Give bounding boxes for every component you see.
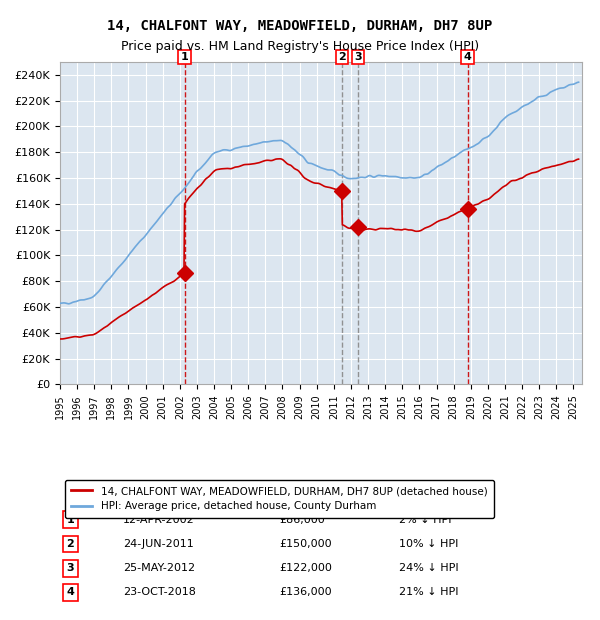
Text: £122,000: £122,000	[279, 563, 332, 573]
Text: 24-JUN-2011: 24-JUN-2011	[122, 539, 193, 549]
Text: 4: 4	[67, 587, 74, 597]
Text: 2: 2	[67, 539, 74, 549]
Text: 3: 3	[354, 52, 362, 62]
Text: 10% ↓ HPI: 10% ↓ HPI	[400, 539, 458, 549]
Text: 23-OCT-2018: 23-OCT-2018	[122, 587, 196, 597]
Text: 21% ↓ HPI: 21% ↓ HPI	[400, 587, 459, 597]
Legend: 14, CHALFONT WAY, MEADOWFIELD, DURHAM, DH7 8UP (detached house), HPI: Average pr: 14, CHALFONT WAY, MEADOWFIELD, DURHAM, D…	[65, 480, 494, 518]
Text: £136,000: £136,000	[279, 587, 332, 597]
Text: 3: 3	[67, 563, 74, 573]
Text: Price paid vs. HM Land Registry's House Price Index (HPI): Price paid vs. HM Land Registry's House …	[121, 40, 479, 53]
Text: 1: 1	[181, 52, 188, 62]
Text: £150,000: £150,000	[279, 539, 332, 549]
Text: 12-APR-2002: 12-APR-2002	[122, 515, 194, 525]
Text: 25-MAY-2012: 25-MAY-2012	[122, 563, 195, 573]
Text: 1: 1	[67, 515, 74, 525]
Text: 14, CHALFONT WAY, MEADOWFIELD, DURHAM, DH7 8UP: 14, CHALFONT WAY, MEADOWFIELD, DURHAM, D…	[107, 19, 493, 33]
Text: 2% ↓ HPI: 2% ↓ HPI	[400, 515, 452, 525]
Text: 24% ↓ HPI: 24% ↓ HPI	[400, 563, 459, 573]
Text: £86,000: £86,000	[279, 515, 325, 525]
Text: 4: 4	[464, 52, 472, 62]
Text: 2: 2	[338, 52, 346, 62]
